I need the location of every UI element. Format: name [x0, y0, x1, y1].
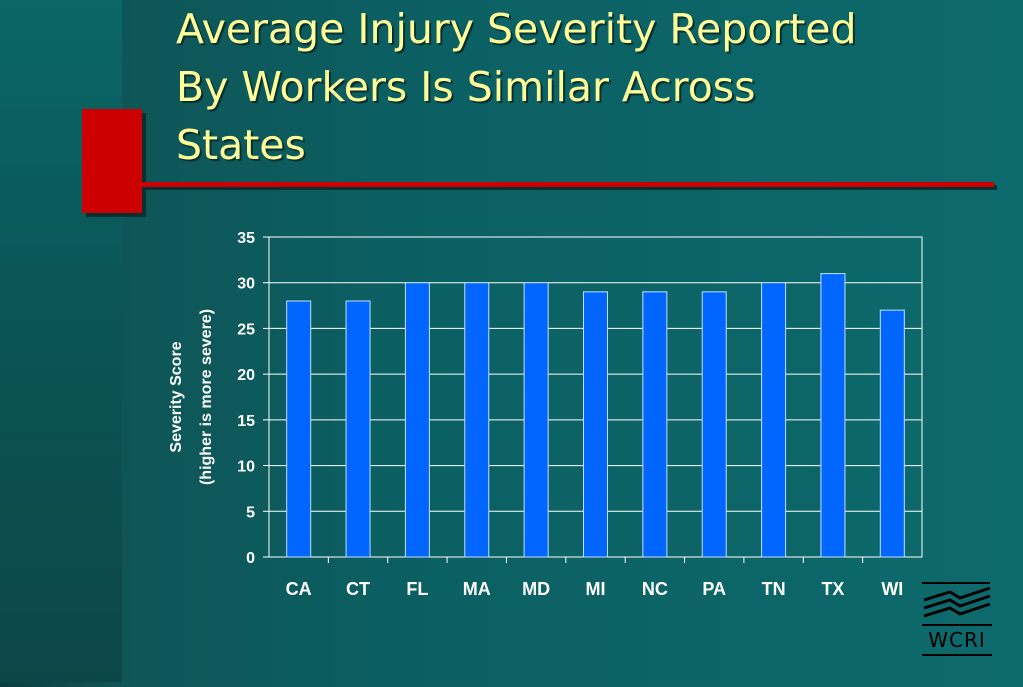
- x-tick-label: CA: [286, 579, 312, 599]
- bar-fl: [404, 282, 430, 558]
- bar-wi: [879, 309, 905, 558]
- bar-ca: [286, 300, 312, 558]
- x-tick-label: WI: [881, 579, 903, 599]
- logo-text: WCRI: [922, 624, 992, 656]
- x-tick-label: MD: [522, 579, 550, 599]
- y-tick-label: 15: [237, 413, 255, 430]
- y-tick-label: 30: [237, 276, 255, 293]
- y-tick-label: 20: [237, 367, 255, 384]
- slide-title: Average Injury Severity Reported By Work…: [176, 5, 857, 169]
- x-tick-label: TN: [762, 579, 786, 599]
- x-tick-label: FL: [406, 579, 428, 599]
- wcri-logo-icon: [922, 582, 991, 618]
- bar-ma: [464, 282, 490, 558]
- y-tick-label: 10: [237, 459, 255, 476]
- y-tick-label: 35: [237, 230, 255, 247]
- y-axis-title-line2: (higher is more severe): [198, 309, 215, 485]
- y-axis-title-line1: Severity Score: [168, 341, 185, 452]
- bar-pa: [701, 291, 727, 558]
- bar-tn: [761, 282, 787, 558]
- y-tick-label: 0: [246, 550, 255, 567]
- y-tick-label: 5: [246, 504, 255, 521]
- bar-md: [523, 282, 549, 558]
- bar-ct: [345, 300, 371, 558]
- x-tick-label: PA: [702, 579, 726, 599]
- bar-nc: [642, 291, 668, 558]
- red-accent-block: [82, 109, 142, 213]
- red-divider-line: [142, 182, 994, 187]
- bar-mi: [583, 291, 608, 558]
- y-tick-label: 25: [237, 321, 255, 338]
- x-tick-label: MA: [463, 579, 491, 599]
- x-tick-label: TX: [821, 579, 844, 599]
- x-tick-label: NC: [642, 579, 668, 599]
- bar-tx: [820, 273, 846, 558]
- x-tick-label: MI: [586, 579, 606, 599]
- x-tick-label: CT: [346, 579, 370, 599]
